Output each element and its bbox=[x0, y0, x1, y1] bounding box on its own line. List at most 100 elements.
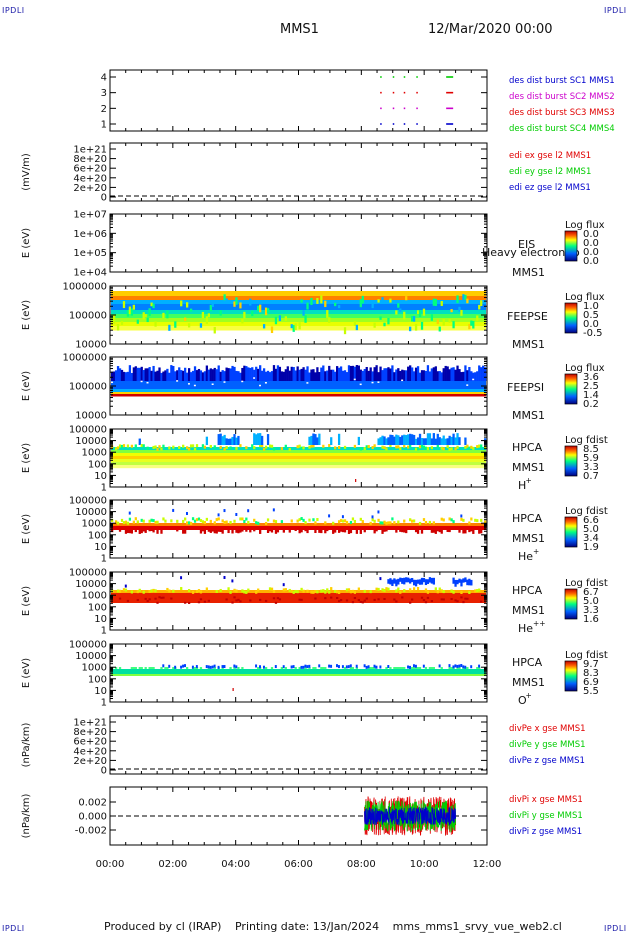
spectrogram-cell bbox=[401, 369, 404, 381]
spectrogram-cell bbox=[249, 530, 252, 533]
spectrogram-cell bbox=[454, 447, 457, 451]
spectrogram-cell bbox=[290, 589, 293, 593]
spectrogram-cell bbox=[403, 519, 406, 523]
spectrogram-cell bbox=[130, 530, 134, 534]
spectrogram-cell bbox=[351, 365, 355, 381]
spectrogram-cell bbox=[332, 530, 335, 534]
spectrogram-cell bbox=[114, 520, 118, 524]
spectrogram-cell bbox=[365, 445, 368, 449]
y-tick-label: 2e+20 bbox=[73, 183, 107, 194]
spectrogram-cell bbox=[403, 589, 406, 593]
spectrogram-cell bbox=[197, 589, 201, 593]
spectrogram-cell bbox=[359, 299, 362, 308]
spectrogram-cell bbox=[306, 530, 309, 534]
spectrogram-cell bbox=[430, 368, 434, 381]
colorbar-title: Log fdist bbox=[565, 578, 608, 589]
spectrogram-cell bbox=[221, 436, 224, 445]
burst-mark bbox=[392, 123, 395, 125]
y-tick-label: 2 bbox=[101, 104, 107, 115]
spectrogram-cell bbox=[446, 530, 449, 532]
spectrogram-cell bbox=[343, 667, 347, 669]
spectrogram-cell bbox=[156, 520, 159, 524]
spectrogram-cell bbox=[316, 518, 319, 522]
spectrogram-cell bbox=[124, 530, 128, 534]
spectrogram-cell bbox=[460, 309, 463, 316]
spectrogram-cell bbox=[118, 368, 122, 381]
spectrogram-cell bbox=[266, 530, 270, 533]
spectrogram-cell bbox=[241, 517, 244, 521]
spectrogram-cell bbox=[409, 326, 412, 332]
spectrogram-cell bbox=[235, 370, 238, 381]
spectrogram-cell bbox=[426, 365, 430, 381]
instrument-label: HPCA bbox=[512, 584, 543, 597]
spectrogram-cell bbox=[403, 577, 406, 585]
spectrogram-cell bbox=[160, 667, 163, 669]
spectrogram-cell bbox=[193, 667, 197, 669]
spectrogram-cell bbox=[225, 598, 228, 601]
spectrogram-cell bbox=[259, 444, 262, 448]
spectrogram-cell bbox=[476, 445, 479, 449]
spectrogram-cell bbox=[178, 367, 181, 381]
spectrogram-cell bbox=[239, 530, 242, 533]
colorbar-tick-label: 6.9 bbox=[583, 677, 599, 688]
spectrogram-cell bbox=[233, 667, 236, 669]
spectrogram-cell bbox=[136, 598, 139, 601]
spectrogram-cell bbox=[225, 520, 228, 524]
spectrogram-cell bbox=[377, 510, 380, 514]
spectrogram-cell bbox=[225, 438, 228, 445]
spectrogram-cell bbox=[300, 517, 303, 521]
spectrogram-cell bbox=[176, 519, 179, 523]
spectrogram-cell bbox=[176, 530, 179, 532]
spectrogram-cell bbox=[280, 520, 284, 524]
spectrogram-cell bbox=[172, 508, 175, 512]
spectrogram-cell bbox=[422, 308, 426, 316]
spectrogram-cell bbox=[420, 438, 424, 445]
spectrogram-cell bbox=[381, 370, 384, 381]
spectrogram-cell bbox=[182, 519, 185, 523]
spectrogram-cell bbox=[292, 324, 295, 332]
spectrogram-cell bbox=[395, 667, 398, 669]
colorbar-tick-label: 5.0 bbox=[583, 596, 599, 607]
spectrogram-cell bbox=[211, 302, 214, 308]
spectrogram-cell bbox=[438, 664, 441, 668]
spectrogram-cell bbox=[243, 590, 246, 594]
spectrogram-cell bbox=[310, 369, 313, 381]
spectrogram-cell bbox=[326, 310, 329, 318]
spectrogram-cell bbox=[111, 518, 114, 522]
spectrogram-cell bbox=[158, 596, 161, 599]
spectrogram-cell bbox=[337, 445, 341, 449]
spectrogram-cell bbox=[418, 433, 422, 445]
spectrogram-cell bbox=[264, 382, 267, 384]
y-tick-label: 10 bbox=[94, 614, 107, 625]
spectrogram-cell bbox=[122, 444, 126, 448]
y-tick-label: 10000 bbox=[75, 507, 107, 518]
y-tick-label: 1e+07 bbox=[73, 210, 107, 221]
spectrogram-band bbox=[111, 453, 486, 457]
spectrogram-cell bbox=[134, 366, 137, 381]
spectrogram-cell bbox=[111, 371, 114, 381]
spectrogram-cell bbox=[438, 530, 441, 533]
y-tick-label: 1e+21 bbox=[73, 145, 107, 156]
spectrogram-cell bbox=[436, 433, 439, 445]
spectrogram-cell bbox=[375, 587, 378, 591]
colorbar-title: Log flux bbox=[565, 363, 605, 374]
spectrogram-cell bbox=[144, 667, 147, 669]
spectrogram-cell bbox=[229, 590, 232, 594]
spectrogram-cell bbox=[235, 437, 238, 445]
spectrogram-cell bbox=[407, 665, 410, 669]
spectrogram-cell bbox=[387, 665, 390, 669]
spectrogram-cell bbox=[361, 295, 364, 304]
y-tick-label: 2e+20 bbox=[73, 756, 107, 767]
spectrogram-cell bbox=[330, 437, 333, 445]
spectrogram-cell bbox=[454, 664, 457, 668]
spectrogram-cell bbox=[170, 365, 173, 381]
spectrogram-cell bbox=[312, 444, 315, 448]
y-tick-label: 1000 bbox=[82, 519, 107, 530]
spectrogram-cell bbox=[353, 590, 357, 594]
spectrogram-cell bbox=[420, 370, 424, 381]
spectrogram-cell bbox=[349, 530, 353, 534]
spectrogram-cell bbox=[195, 590, 199, 594]
y-tick-label: 100000 bbox=[69, 640, 107, 651]
spectrogram-cell bbox=[312, 590, 315, 594]
